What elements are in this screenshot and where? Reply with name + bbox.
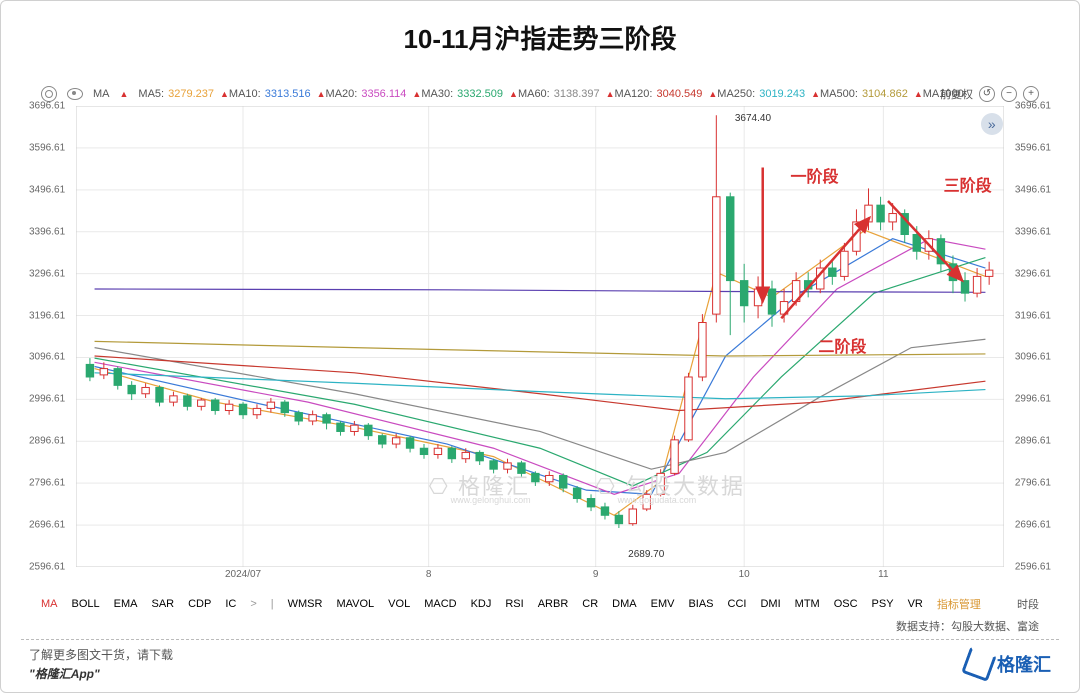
y-tick: 3096.61 <box>1006 352 1051 363</box>
indicator-rsi[interactable]: RSI <box>505 598 523 610</box>
eye-icon[interactable] <box>67 88 83 100</box>
phase2-label: 二阶段 <box>818 333 866 357</box>
indicator-mtm[interactable]: MTM <box>795 598 820 610</box>
ma-legend-item: MA20: 3356.114▲ <box>326 88 422 100</box>
ma-legend-item: MA10: 3313.516▲ <box>229 88 326 100</box>
y-tick: 3596.61 <box>29 142 74 153</box>
x-tick: 8 <box>426 569 432 580</box>
indicator-vol[interactable]: VOL <box>388 598 410 610</box>
y-tick: 3496.61 <box>1006 184 1051 195</box>
fuquan-label[interactable]: 前复权 <box>940 86 973 102</box>
y-tick: 3296.61 <box>29 268 74 279</box>
y-tick: 3196.61 <box>1006 310 1051 321</box>
x-tick: 9 <box>593 569 599 580</box>
footer-app: "格隆汇App" <box>29 665 173 682</box>
footer: 了解更多图文干货，请下载 "格隆汇App" 格隆汇 <box>29 644 1051 684</box>
indicator-vr[interactable]: VR <box>908 598 923 610</box>
high-value: 3674.40 <box>735 113 771 124</box>
ma-legend-item: MA5: 3279.237▲ <box>138 88 229 100</box>
y-tick: 3196.61 <box>29 310 74 321</box>
phase1-label: 一阶段 <box>791 163 839 187</box>
indicator-psy[interactable]: PSY <box>872 598 894 610</box>
indicator-ic[interactable]: IC <box>225 598 236 610</box>
chart-title: 10-11月沪指走势三阶段 <box>1 19 1079 56</box>
indicator-mavol[interactable]: MAVOL <box>336 598 374 610</box>
indicator-emv[interactable]: EMV <box>651 598 675 610</box>
indicator-cdp[interactable]: CDP <box>188 598 211 610</box>
indicator-bias[interactable]: BIAS <box>688 598 713 610</box>
indicator-ma[interactable]: MA <box>41 598 58 610</box>
y-tick: 3096.61 <box>29 352 74 363</box>
indicator-cr[interactable]: CR <box>582 598 598 610</box>
y-tick: 3296.61 <box>1006 268 1051 279</box>
ma-legend-item: MA250: 3019.243▲ <box>717 88 820 100</box>
indicator-osc[interactable]: OSC <box>834 598 858 610</box>
y-tick: 2696.61 <box>1006 520 1051 531</box>
indicator-boll[interactable]: BOLL <box>72 598 100 610</box>
y-axis-right: 2596.612696.612796.612896.612996.613096.… <box>1006 106 1051 567</box>
y-axis-left: 2596.612696.612796.612896.612996.613096.… <box>29 106 74 567</box>
y-tick: 3496.61 <box>29 184 74 195</box>
time-range[interactable]: 时段 <box>1017 596 1039 612</box>
y-tick: 3396.61 <box>1006 226 1051 237</box>
separator: | <box>271 598 274 610</box>
y-tick: 2596.61 <box>29 562 74 573</box>
data-source: 数据支持：勾股大数据、富途 <box>896 618 1039 634</box>
indicator-sar[interactable]: SAR <box>151 598 174 610</box>
indicator-dmi[interactable]: DMI <box>760 598 780 610</box>
y-tick: 2996.61 <box>1006 394 1051 405</box>
y-tick: 2596.61 <box>1006 562 1051 573</box>
x-axis: 2024/07 8 9 10 11 <box>76 569 1004 584</box>
x-tick: 11 <box>878 569 888 580</box>
phase3-label: 三阶段 <box>944 172 992 196</box>
y-tick: 3696.61 <box>29 101 74 112</box>
y-tick: 3596.61 <box>1006 142 1051 153</box>
indicator-row: MA BOLL EMA SAR CDP IC > | WMSR MAVOL VOL MACD KDJ RS… <box>41 596 1039 612</box>
indicator-ema[interactable]: EMA <box>114 598 138 610</box>
ma-legend-item: MA60: 3138.397▲ <box>518 88 615 100</box>
more-icon[interactable]: » <box>981 113 1003 135</box>
ma-legend-bar: MA ▲ MA5: 3279.237▲MA10: 3313.516▲MA20: … <box>41 86 1039 102</box>
y-tick: 2696.61 <box>29 520 74 531</box>
chart-card: 10-11月沪指走势三阶段 MA ▲ MA5: 3279.237▲MA10: 3… <box>0 0 1080 693</box>
footer-line1: 了解更多图文干货，请下载 <box>29 646 173 663</box>
indicator-kdj[interactable]: KDJ <box>471 598 492 610</box>
low-value: 2689.70 <box>628 549 664 560</box>
indicator-wmsr[interactable]: WMSR <box>288 598 323 610</box>
y-tick: 2996.61 <box>29 394 74 405</box>
indicator-arbr[interactable]: ARBR <box>538 598 569 610</box>
x-tick: 10 <box>739 569 750 580</box>
logo-icon <box>961 646 997 682</box>
ma-label: MA <box>93 88 110 100</box>
x-tick: 2024/07 <box>225 569 261 580</box>
ma-up-icon: ▲ <box>120 89 129 99</box>
ma-legend-item: MA120: 3040.549▲ <box>615 88 718 100</box>
indicator-dma[interactable]: DMA <box>612 598 636 610</box>
y-tick: 2896.61 <box>29 436 74 447</box>
undo-icon[interactable]: ↺ <box>979 86 995 102</box>
y-tick: 2796.61 <box>1006 478 1051 489</box>
chevron-right-icon[interactable]: > <box>250 598 256 610</box>
ma-legend-item: MA500: 3104.862▲ <box>820 88 923 100</box>
divider <box>21 639 1059 640</box>
indicator-macd[interactable]: MACD <box>424 598 456 610</box>
brand-name: 格隆汇 <box>997 651 1051 677</box>
indicator-manage[interactable]: 指标管理 <box>937 596 981 612</box>
y-tick: 2796.61 <box>29 478 74 489</box>
y-tick: 3696.61 <box>1006 101 1051 112</box>
ma-legend-item: MA30: 3332.509▲ <box>421 88 518 100</box>
y-tick: 2896.61 <box>1006 436 1051 447</box>
brand-logo: 格隆汇 <box>965 650 1051 678</box>
y-tick: 3396.61 <box>29 226 74 237</box>
indicator-cci[interactable]: CCI <box>728 598 747 610</box>
